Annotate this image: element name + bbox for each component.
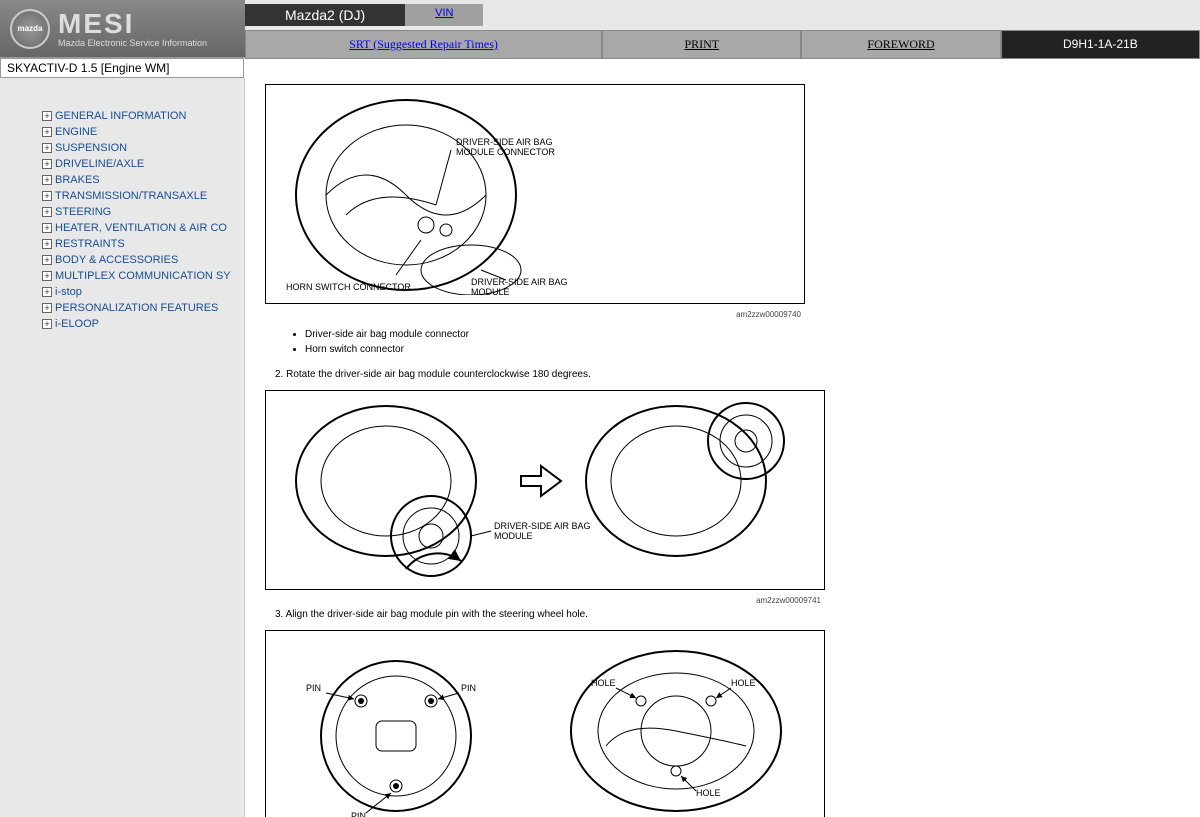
sidebar-item-general-information[interactable]: +GENERAL INFORMATION (0, 108, 244, 124)
svg-text:DRIVER-SIDE AIR BAG: DRIVER-SIDE AIR BAG (471, 277, 568, 287)
sidebar-item-engine[interactable]: +ENGINE (0, 124, 244, 140)
sidebar-label: DRIVELINE/AXLE (55, 158, 144, 170)
nav-srt[interactable]: SRT (Suggested Repair Times) (245, 30, 602, 59)
expand-icon[interactable]: + (42, 159, 52, 169)
sidebar-label: i-stop (55, 286, 82, 298)
model-name: Mazda2 (DJ) (245, 4, 405, 26)
sidebar: +GENERAL INFORMATION +ENGINE +SUSPENSION… (0, 78, 245, 817)
expand-icon[interactable]: + (42, 175, 52, 185)
nav-foreword[interactable]: FOREWORD (801, 30, 1000, 59)
svg-text:HORN SWITCH CONNECTOR: HORN SWITCH CONNECTOR (286, 282, 411, 292)
expand-icon[interactable]: + (42, 239, 52, 249)
bullet-item: Driver-side air bag module connector (305, 327, 1180, 342)
sidebar-item-restraints[interactable]: +RESTRAINTS (0, 236, 244, 252)
sidebar-item-personalization[interactable]: +PERSONALIZATION FEATURES (0, 300, 244, 316)
figure-id: am2zzw00009740 (265, 310, 805, 319)
breadcrumb: SKYACTIV-D 1.5 [Engine WM] (0, 58, 244, 78)
expand-icon[interactable]: + (42, 271, 52, 281)
sidebar-label: SUSPENSION (55, 142, 127, 154)
svg-text:MODULE: MODULE (471, 287, 510, 295)
svg-text:PIN: PIN (461, 683, 476, 693)
main: +GENERAL INFORMATION +ENGINE +SUSPENSION… (0, 78, 1200, 817)
sidebar-label: BODY & ACCESSORIES (55, 254, 178, 266)
sidebar-label: TRANSMISSION/TRANSAXLE (55, 190, 207, 202)
sidebar-label: i-ELOOP (55, 318, 99, 330)
brand-text: mazda (18, 24, 43, 33)
figure-1: DRIVER-SIDE AIR BAG MODULE CONNECTOR HOR… (265, 84, 805, 304)
sidebar-item-suspension[interactable]: +SUSPENSION (0, 140, 244, 156)
app-title-sub: Mazda Electronic Service Information (58, 38, 207, 48)
step-2: 2. Rotate the driver-side air bag module… (265, 365, 1180, 384)
svg-text:HOLE: HOLE (696, 788, 721, 798)
brand-logo-icon: mazda (10, 9, 50, 49)
sidebar-item-ieloop[interactable]: +i-ELOOP (0, 316, 244, 332)
svg-text:HOLE: HOLE (591, 678, 616, 688)
nav-row: SRT (Suggested Repair Times) PRINT FOREW… (245, 30, 1200, 59)
expand-icon[interactable]: + (42, 287, 52, 297)
expand-icon[interactable]: + (42, 111, 52, 121)
sidebar-label: STEERING (55, 206, 111, 218)
logo-area: mazda MESI Mazda Electronic Service Info… (0, 0, 245, 57)
expand-icon[interactable]: + (42, 319, 52, 329)
sidebar-label: MULTIPLEX COMMUNICATION SY (55, 270, 231, 282)
sidebar-item-hvac[interactable]: +HEATER, VENTILATION & AIR CO (0, 220, 244, 236)
header: mazda MESI Mazda Electronic Service Info… (0, 0, 1200, 58)
content: DRIVER-SIDE AIR BAG MODULE CONNECTOR HOR… (245, 78, 1200, 817)
sidebar-item-multiplex[interactable]: +MULTIPLEX COMMUNICATION SY (0, 268, 244, 284)
app-title: MESI Mazda Electronic Service Informatio… (58, 10, 207, 48)
sidebar-item-steering[interactable]: +STEERING (0, 204, 244, 220)
sidebar-item-istop[interactable]: +i-stop (0, 284, 244, 300)
figure-3: PIN PIN PIN HOLE HOLE HOLE (265, 630, 825, 817)
svg-text:DRIVER-SIDE AIR BAG: DRIVER-SIDE AIR BAG (456, 137, 553, 147)
diagram-align-pin: PIN PIN PIN HOLE HOLE HOLE (276, 641, 816, 817)
sidebar-label: RESTRAINTS (55, 238, 125, 250)
diagram-rotate-module: DRIVER-SIDE AIR BAG MODULE (276, 401, 816, 581)
diagram-airbag-connector: DRIVER-SIDE AIR BAG MODULE CONNECTOR HOR… (276, 95, 796, 295)
figure-id: am2zzw00009741 (265, 596, 825, 605)
bullet-item: Horn switch connector (305, 342, 1180, 357)
vin-link[interactable]: VIN (405, 4, 483, 26)
expand-icon[interactable]: + (42, 223, 52, 233)
sidebar-label: ENGINE (55, 126, 97, 138)
svg-text:PIN: PIN (306, 683, 321, 693)
step-3: 3. Align the driver-side air bag module … (265, 605, 1180, 624)
sidebar-item-body[interactable]: +BODY & ACCESSORIES (0, 252, 244, 268)
svg-text:MODULE: MODULE (494, 531, 533, 541)
sidebar-label: BRAKES (55, 174, 100, 186)
svg-text:MODULE CONNECTOR: MODULE CONNECTOR (456, 147, 555, 157)
expand-icon[interactable]: + (42, 191, 52, 201)
svg-text:DRIVER-SIDE AIR BAG: DRIVER-SIDE AIR BAG (494, 521, 591, 531)
expand-icon[interactable]: + (42, 303, 52, 313)
sidebar-item-driveline[interactable]: +DRIVELINE/AXLE (0, 156, 244, 172)
expand-icon[interactable]: + (42, 143, 52, 153)
sidebar-label: HEATER, VENTILATION & AIR CO (55, 222, 227, 234)
expand-icon[interactable]: + (42, 207, 52, 217)
app-title-main: MESI (58, 10, 207, 38)
nav-print[interactable]: PRINT (602, 30, 801, 59)
sidebar-item-brakes[interactable]: +BRAKES (0, 172, 244, 188)
sidebar-item-transmission[interactable]: +TRANSMISSION/TRANSAXLE (0, 188, 244, 204)
figure-2: DRIVER-SIDE AIR BAG MODULE (265, 390, 825, 590)
top-bar: Mazda2 (DJ) VIN SRT (Suggested Repair Ti… (245, 0, 1200, 57)
sidebar-label: PERSONALIZATION FEATURES (55, 302, 218, 314)
svg-text:HOLE: HOLE (731, 678, 756, 688)
model-bar: Mazda2 (DJ) VIN (245, 4, 1200, 26)
nav-docid: D9H1-1A-21B (1001, 30, 1200, 59)
expand-icon[interactable]: + (42, 127, 52, 137)
sidebar-label: GENERAL INFORMATION (55, 110, 186, 122)
expand-icon[interactable]: + (42, 255, 52, 265)
svg-text:PIN: PIN (351, 811, 366, 817)
bullet-list: Driver-side air bag module connector Hor… (265, 319, 1180, 365)
